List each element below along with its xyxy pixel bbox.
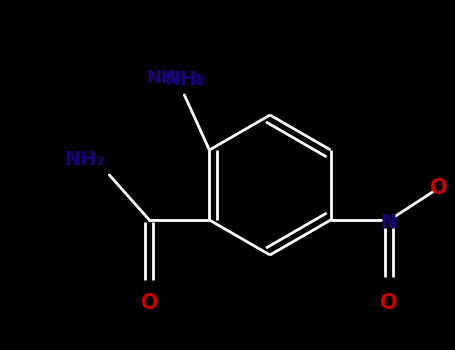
Text: N: N	[380, 212, 397, 231]
Text: O: O	[380, 293, 397, 313]
Text: NH₂: NH₂	[64, 150, 106, 169]
Text: 2: 2	[192, 73, 202, 87]
Text: NH₂: NH₂	[164, 70, 205, 89]
Text: O: O	[430, 178, 447, 198]
Text: NH: NH	[147, 69, 177, 87]
Text: O: O	[141, 293, 158, 313]
